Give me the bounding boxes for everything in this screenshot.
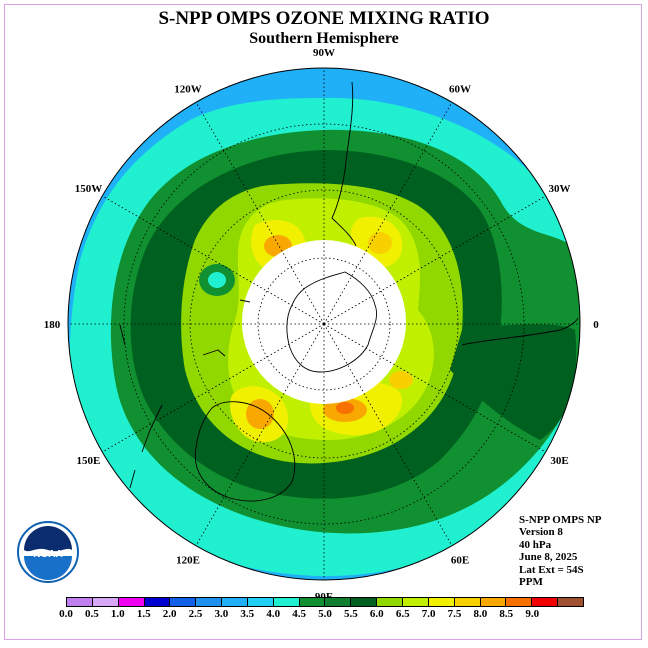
australia-coastline <box>194 401 296 502</box>
africa-coastline <box>461 317 579 346</box>
info-instrument: S-NPP OMPS NP <box>519 514 602 526</box>
noaa-logo-bird <box>24 526 72 552</box>
colorbar <box>66 597 584 607</box>
colorbar-tick-label: 4.5 <box>292 608 306 620</box>
longitude-label-30e: 30E <box>550 455 568 467</box>
colorbar-tick-label: 3.5 <box>240 608 255 620</box>
coastlines <box>119 81 579 502</box>
longitude-label-90w: 90W <box>313 47 335 59</box>
colorbar-tick-label: 7.0 <box>421 608 436 620</box>
antarctica-coastline <box>286 271 378 373</box>
lat-circle-70s <box>257 257 391 391</box>
colorbar-swatch <box>351 598 378 606</box>
colorbar-swatch <box>222 598 248 606</box>
colorbar-swatch <box>170 598 197 606</box>
colorbar-swatch <box>325 598 352 606</box>
colorbar-swatch <box>92 598 119 606</box>
colorbar-swatch <box>377 598 403 606</box>
map-subtitle: Southern Hemisphere <box>249 30 399 47</box>
longitude-label-60w: 60W <box>449 83 471 95</box>
longitude-label-120e: 120E <box>176 555 200 567</box>
map-title: S-NPP OMPS OZONE MIXING RATIO <box>158 8 490 29</box>
colorbar-swatch <box>454 598 481 606</box>
lat-circle-60s <box>189 189 459 459</box>
map-boundary <box>67 67 581 581</box>
colorbar-tick-label: 3.0 <box>214 608 229 620</box>
colorbar-swatch <box>118 598 145 606</box>
colorbar-swatch <box>247 598 274 606</box>
longitude-label-180: 180 <box>44 319 61 331</box>
colorbar-swatch <box>480 598 507 606</box>
noaa-logo-wave <box>24 556 72 580</box>
info-block: S-NPP OMPS NP Version 8 40 hPa June 8, 2… <box>519 514 602 588</box>
colorbar-swatch <box>558 598 583 606</box>
colorbar-tick-label: 9.0 <box>525 608 540 620</box>
colorbar-swatch <box>402 598 429 606</box>
info-lat-extent: Lat Ext = 54S <box>519 563 584 576</box>
info-date: June 8, 2025 <box>519 551 578 564</box>
new-zealand-coastline <box>129 404 163 489</box>
field-4.5-5.0 <box>450 324 577 440</box>
info-version: Version 8 <box>519 526 563 539</box>
colorbar-swatch <box>144 598 171 606</box>
colorbar-tick-label: 1.5 <box>136 608 151 620</box>
info-pressure-level: 40 hPa <box>519 538 552 551</box>
noaa-logo: NOAA <box>17 521 79 583</box>
colorbar-swatch <box>428 598 455 606</box>
south-pole-marker <box>322 322 326 326</box>
colorbar-tick-label: 2.0 <box>162 608 177 620</box>
colorbar-tick-label: 8.0 <box>473 608 488 620</box>
colorbar-ticks: 0.0 0.5 1.0 1.5 2.0 2.5 3.0 3.5 4.0 4.5 5.0 5.5 6.0 6… <box>0 608 648 622</box>
longitude-label-120w: 120W <box>174 83 202 95</box>
south-america-coastline <box>331 81 357 247</box>
field-3.5-4.0 <box>208 272 226 288</box>
colorbar-swatch <box>299 598 326 606</box>
colorbar-tick-label: 2.5 <box>188 608 203 620</box>
colorbar-tick-label: 1.0 <box>110 608 125 620</box>
longitude-label-150e: 150E <box>77 455 101 467</box>
longitude-label-150w: 150W <box>75 183 103 195</box>
colorbar-swatch <box>506 598 533 606</box>
islands-coastline <box>119 299 251 357</box>
colorbar-tick-label: 5.0 <box>318 608 332 620</box>
noaa-logo-text: NOAA <box>33 549 62 560</box>
longitude-label-0: 0 <box>593 319 599 331</box>
field-7.0-7.5 <box>336 402 354 414</box>
colorbar-swatch <box>532 598 559 606</box>
colorbar-tick-label: 5.5 <box>344 608 358 620</box>
graticule <box>68 68 580 580</box>
polar-night-disk <box>242 240 406 404</box>
colorbar-tick-label: 0.0 <box>59 608 73 620</box>
colorbar-tick-label: 6.0 <box>369 608 384 620</box>
field-6.5-7.0 <box>246 399 274 429</box>
colorbar-swatch <box>196 598 223 606</box>
colorbar-swatch <box>67 598 93 606</box>
field-6.5-7.0 <box>368 232 392 254</box>
field-6.5-7.0 <box>389 371 413 389</box>
colorbar-tick-label: 7.5 <box>447 608 462 620</box>
colorbar-tick-label: 8.5 <box>499 608 514 620</box>
colorbar-tick-label: 0.5 <box>85 608 99 620</box>
info-unit: PPM <box>519 576 543 589</box>
colorbar-tick-label: 6.5 <box>395 608 410 620</box>
longitude-label-60e: 60E <box>451 555 469 567</box>
colorbar-tick-label: 4.0 <box>266 608 281 620</box>
longitude-label-30w: 30W <box>549 183 571 195</box>
colorbar-swatch <box>273 598 300 606</box>
